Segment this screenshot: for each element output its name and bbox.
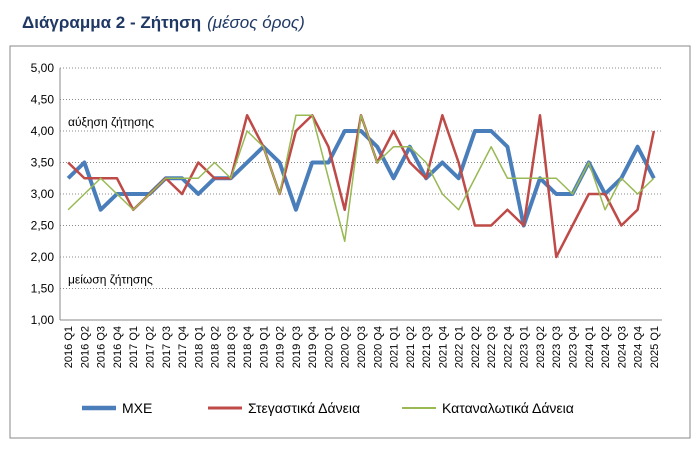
y-tick-label: 3,50 xyxy=(31,156,55,170)
x-tick-label: 2016 Q4 xyxy=(112,326,124,368)
x-tick-label: 2021 Q4 xyxy=(437,326,449,368)
chart-frame xyxy=(9,45,691,439)
x-tick-label: 2023 Q3 xyxy=(551,326,563,368)
x-tick-label: 2022 Q1 xyxy=(454,326,466,368)
x-tick-label: 2020 Q3 xyxy=(356,326,368,368)
x-tick-label: 2016 Q3 xyxy=(96,326,108,368)
x-tick-label: 2020 Q1 xyxy=(323,326,335,368)
y-tick-label: 3,00 xyxy=(31,187,55,201)
annotation: μείωση ζήτησης xyxy=(68,272,153,286)
y-tick-label: 2,00 xyxy=(31,250,55,264)
x-tick-label: 2016 Q1 xyxy=(63,326,75,368)
legend-label: Στεγαστικά Δάνεια xyxy=(248,400,360,416)
x-tick-label: 2018 Q2 xyxy=(210,326,222,368)
y-tick-label: 2,50 xyxy=(31,219,55,233)
x-tick-label: 2020 Q2 xyxy=(340,326,352,368)
x-tick-label: 2016 Q2 xyxy=(79,326,91,368)
chart-title: Διάγραμμα 2 - Ζήτηση (μέσος όρος) xyxy=(22,13,305,32)
x-tick-label: 2022 Q4 xyxy=(502,326,514,368)
x-tick-label: 2021 Q1 xyxy=(389,326,401,368)
y-tick-label: 4,00 xyxy=(31,124,55,138)
x-tick-label: 2024 Q2 xyxy=(600,326,612,368)
x-tick-label: 2017 Q1 xyxy=(128,326,140,368)
x-tick-label: 2019 Q4 xyxy=(307,326,319,368)
y-tick-label: 1,00 xyxy=(31,313,55,327)
x-tick-label: 2020 Q4 xyxy=(372,326,384,368)
x-tick-label: 2022 Q2 xyxy=(470,326,482,368)
x-tick-label: 2024 Q4 xyxy=(633,326,645,368)
x-tick-label: 2023 Q1 xyxy=(519,326,531,368)
legend-label: Καταναλωτικά Δάνεια xyxy=(442,400,574,416)
x-tick-label: 2021 Q3 xyxy=(421,326,433,368)
x-tick-label: 2017 Q4 xyxy=(177,326,189,368)
annotation: αύξηση ζήτησης xyxy=(68,115,154,129)
title: Διάγραμμα 2 - Ζήτηση xyxy=(22,13,201,32)
series-line xyxy=(67,114,655,242)
x-tick-label: 2024 Q3 xyxy=(616,326,628,368)
x-tick-label: 2022 Q3 xyxy=(486,326,498,368)
x-tick-label: 2019 Q1 xyxy=(258,326,270,368)
x-tick-label: 2018 Q1 xyxy=(193,326,205,368)
x-tick-label: 2018 Q4 xyxy=(242,326,254,368)
y-tick-label: 1,50 xyxy=(31,282,55,296)
x-tick-label: 2025 Q1 xyxy=(649,326,661,368)
x-tick-label: 2017 Q2 xyxy=(144,326,156,368)
x-tick-label: 2021 Q2 xyxy=(405,326,417,368)
legend-label: ΜΧΕ xyxy=(122,400,152,416)
x-tick-label: 2018 Q3 xyxy=(226,326,238,368)
x-tick-label: 2019 Q2 xyxy=(275,326,287,368)
x-tick-label: 2019 Q3 xyxy=(291,326,303,368)
series-line xyxy=(66,129,656,228)
subtitle: (μέσος όρος) xyxy=(207,13,305,32)
x-tick-label: 2017 Q3 xyxy=(161,326,173,368)
x-tick-label: 2023 Q2 xyxy=(535,326,547,368)
y-tick-label: 5,00 xyxy=(31,61,55,75)
series-line xyxy=(67,114,656,259)
y-tick-label: 4,50 xyxy=(31,93,55,107)
x-tick-label: 2023 Q4 xyxy=(568,326,580,368)
x-tick-label: 2024 Q1 xyxy=(584,326,596,368)
